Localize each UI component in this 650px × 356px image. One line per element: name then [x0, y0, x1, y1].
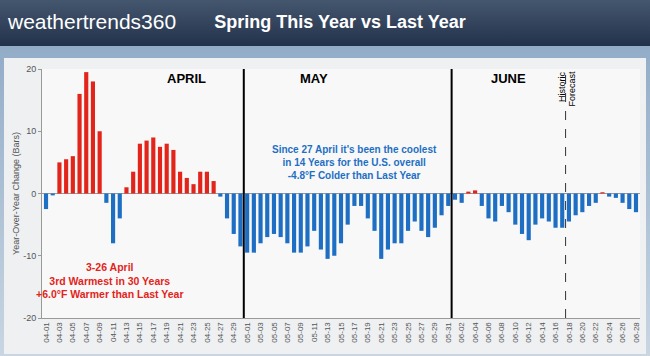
svg-text:05-27: 05-27: [417, 322, 426, 343]
svg-text:-10: -10: [23, 251, 36, 261]
svg-text:Forecast: Forecast: [567, 71, 577, 107]
svg-text:JUNE: JUNE: [491, 71, 526, 86]
svg-text:05-03: 05-03: [256, 322, 265, 343]
svg-text:05-01: 05-01: [243, 322, 252, 343]
svg-text:05-11: 05-11: [310, 322, 319, 342]
svg-text:05-31: 05-31: [444, 322, 453, 343]
svg-text:05-13: 05-13: [323, 322, 332, 343]
svg-text:06-22: 06-22: [591, 322, 600, 343]
svg-text:06-10: 06-10: [511, 322, 520, 343]
svg-text:-20: -20: [23, 313, 36, 323]
svg-text:Since 27 April it's been the c: Since 27 April it's been the coolestin 1…: [272, 144, 437, 181]
svg-text:06-04: 06-04: [471, 322, 480, 343]
svg-text:06-28: 06-28: [632, 322, 641, 343]
svg-text:05-15: 05-15: [337, 322, 346, 343]
svg-text:04-27: 04-27: [216, 322, 225, 343]
svg-text:06-26: 06-26: [618, 322, 627, 343]
svg-text:APRIL: APRIL: [167, 71, 206, 86]
svg-text:05-25: 05-25: [404, 322, 413, 343]
svg-text:04-23: 04-23: [189, 322, 198, 343]
svg-text:05-09: 05-09: [296, 322, 305, 343]
svg-text:06-12: 06-12: [524, 322, 533, 343]
svg-text:05-07: 05-07: [283, 322, 292, 343]
svg-text:05-05: 05-05: [270, 322, 279, 343]
svg-text:04-01: 04-01: [42, 322, 51, 343]
svg-text:06-20: 06-20: [578, 322, 587, 343]
svg-text:06-08: 06-08: [498, 322, 507, 343]
svg-text:06-06: 06-06: [484, 322, 493, 343]
svg-text:06-14: 06-14: [538, 322, 547, 343]
svg-text:05-29: 05-29: [430, 322, 439, 343]
svg-text:04-19: 04-19: [162, 322, 171, 343]
svg-text:04-11: 04-11: [109, 322, 118, 342]
svg-text:06-18: 06-18: [565, 322, 574, 343]
svg-text:10: 10: [26, 126, 36, 136]
svg-text:04-29: 04-29: [229, 322, 238, 343]
svg-text:3-26 April3rd Warmest in 30 Ye: 3-26 April3rd Warmest in 30 Years+6.0°F …: [36, 261, 183, 300]
svg-text:Historic: Historic: [557, 72, 567, 103]
svg-text:05-21: 05-21: [377, 322, 386, 343]
svg-text:MAY: MAY: [300, 71, 328, 86]
svg-text:06-24: 06-24: [605, 322, 614, 343]
svg-text:06-02: 06-02: [457, 322, 466, 343]
svg-text:04-05: 04-05: [68, 322, 77, 343]
svg-text:04-17: 04-17: [149, 322, 158, 343]
svg-text:Year-Over-Year Change (Bars): Year-Over-Year Change (Bars): [11, 132, 21, 255]
svg-text:04-07: 04-07: [82, 322, 91, 343]
svg-text:20: 20: [26, 64, 36, 74]
svg-text:04-13: 04-13: [122, 322, 131, 343]
svg-text:05-19: 05-19: [363, 322, 372, 343]
svg-text:04-15: 04-15: [135, 322, 144, 343]
svg-text:05-23: 05-23: [390, 322, 399, 343]
svg-text:04-09: 04-09: [95, 322, 104, 343]
svg-text:04-03: 04-03: [55, 322, 64, 343]
svg-text:04-25: 04-25: [203, 322, 212, 343]
svg-text:06-16: 06-16: [551, 322, 560, 343]
svg-text:0: 0: [31, 189, 36, 199]
svg-text:04-21: 04-21: [176, 322, 185, 343]
html-text:weathertrends360: weathertrends360: [8, 10, 177, 33]
svg-text:05-17: 05-17: [350, 322, 359, 343]
html-text:Spring This Year vs Last Year: Spring This Year vs Last Year: [214, 12, 466, 32]
